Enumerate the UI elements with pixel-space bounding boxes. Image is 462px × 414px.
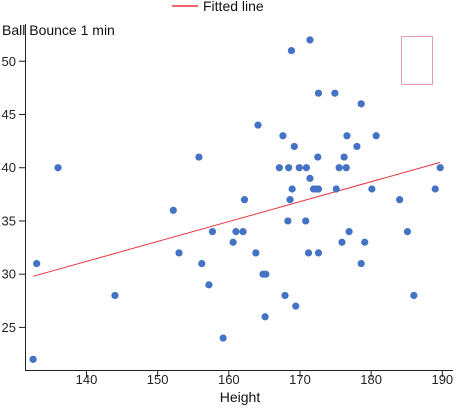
data-point bbox=[368, 185, 376, 193]
data-point bbox=[208, 228, 217, 236]
data-point bbox=[205, 281, 213, 289]
data-point bbox=[314, 249, 323, 257]
x-axis-ticks: 140 150 160 170 180 190 bbox=[76, 370, 453, 387]
data-point bbox=[229, 238, 237, 246]
fitted-line bbox=[32, 161, 441, 277]
data-point bbox=[252, 249, 260, 257]
data-point bbox=[281, 291, 289, 300]
data-point bbox=[232, 228, 240, 236]
data-point bbox=[357, 259, 365, 268]
data-point bbox=[353, 142, 361, 151]
data-point bbox=[286, 196, 294, 204]
data-point bbox=[302, 217, 310, 225]
annotation-box bbox=[401, 36, 433, 85]
data-point bbox=[275, 164, 283, 172]
data-point bbox=[372, 132, 380, 140]
x-tick-label: 170 bbox=[289, 372, 311, 387]
data-point bbox=[284, 217, 292, 225]
data-point bbox=[261, 313, 269, 321]
data-point bbox=[306, 174, 314, 182]
x-tick-label: 190 bbox=[431, 372, 453, 387]
data-point bbox=[240, 196, 249, 204]
data-point bbox=[314, 185, 323, 193]
data-point bbox=[292, 302, 300, 310]
legend-fitted-line-label: Fitted line bbox=[203, 0, 264, 14]
data-point bbox=[345, 228, 353, 236]
data-point bbox=[403, 228, 412, 236]
data-point bbox=[338, 238, 346, 246]
data-point bbox=[290, 142, 298, 151]
x-tick-label: 150 bbox=[147, 372, 169, 387]
data-point bbox=[198, 259, 206, 268]
x-tick-label: 140 bbox=[76, 372, 98, 387]
y-tick-label: 35 bbox=[2, 213, 16, 228]
y-axis-title: Ball Bounce 1 min bbox=[2, 22, 115, 38]
data-point bbox=[410, 291, 418, 300]
data-point bbox=[239, 228, 247, 236]
data-point bbox=[195, 153, 203, 161]
data-point bbox=[361, 238, 369, 246]
data-point bbox=[279, 132, 287, 140]
data-point bbox=[254, 121, 262, 129]
x-tick-label: 180 bbox=[360, 372, 382, 387]
data-point bbox=[295, 164, 303, 172]
data-point bbox=[340, 153, 348, 161]
data-point bbox=[335, 164, 343, 172]
data-point bbox=[33, 259, 41, 268]
data-point bbox=[219, 334, 227, 342]
data-point bbox=[331, 89, 339, 97]
fitted-line-layer bbox=[32, 161, 441, 277]
data-point bbox=[314, 89, 323, 97]
y-tick-label: 25 bbox=[2, 320, 16, 335]
data-points bbox=[29, 36, 444, 363]
y-tick-label: 50 bbox=[2, 54, 16, 69]
data-point bbox=[314, 153, 322, 161]
data-point bbox=[169, 206, 177, 214]
y-tick-label: 40 bbox=[2, 160, 16, 175]
data-point bbox=[431, 185, 439, 193]
data-point bbox=[262, 270, 270, 278]
y-tick-label: 45 bbox=[2, 107, 16, 122]
data-point bbox=[302, 164, 310, 172]
y-axis-ticks: 25 30 35 40 45 50 bbox=[2, 54, 26, 335]
data-point bbox=[436, 164, 444, 172]
data-point bbox=[343, 132, 351, 140]
data-point bbox=[357, 100, 365, 108]
data-point bbox=[175, 249, 183, 257]
data-point bbox=[342, 164, 350, 172]
data-point bbox=[304, 249, 313, 257]
data-point bbox=[54, 164, 62, 172]
data-point bbox=[288, 185, 296, 193]
data-point bbox=[111, 291, 119, 300]
data-point bbox=[396, 196, 404, 204]
data-point bbox=[306, 36, 314, 44]
data-point bbox=[332, 185, 340, 193]
data-point bbox=[285, 164, 293, 172]
legend: Fitted line bbox=[172, 0, 264, 14]
x-tick-label: 160 bbox=[218, 372, 240, 387]
y-tick-label: 30 bbox=[2, 267, 16, 282]
x-axis-title: Height bbox=[220, 389, 261, 405]
data-point bbox=[29, 355, 37, 363]
data-point bbox=[287, 47, 296, 55]
